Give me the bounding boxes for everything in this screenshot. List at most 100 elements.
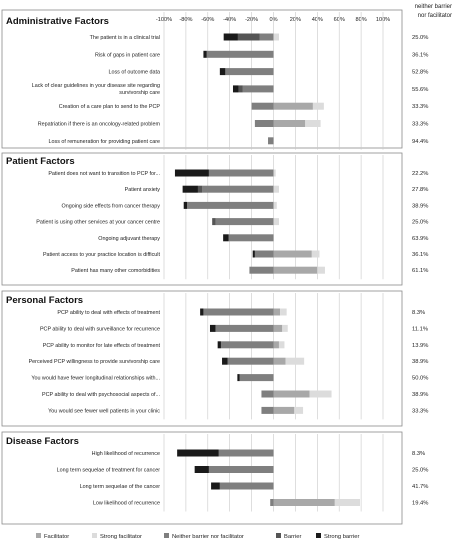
bar-segment-sfac — [294, 406, 304, 414]
bar-segment-sfac — [273, 185, 279, 193]
category-label: Lack of clear guidelines in your disease… — [32, 83, 160, 96]
bar-segment-sfac — [278, 341, 285, 349]
section-panel — [1, 152, 403, 286]
section-title: Disease Factors — [6, 436, 79, 447]
bar-segment-sbar — [237, 374, 240, 382]
bar-segment-sbar — [211, 482, 220, 490]
category-label: PCP ability to deal with surveillance fo… — [40, 326, 160, 332]
bar-segment-neu — [215, 218, 274, 226]
legend-swatch — [164, 533, 169, 538]
bar-segment-neu — [227, 357, 274, 365]
bar-segment-neu — [251, 102, 274, 110]
bar-segment-sfac — [273, 218, 279, 226]
category-label: Long term sequelae of the cancer — [80, 484, 161, 490]
category-label: Loss of outcome data — [108, 70, 160, 76]
bar-segment-neu — [259, 33, 274, 41]
right-column-header: nor facilitator — [418, 13, 452, 19]
bar-segment-neu — [219, 482, 274, 490]
bar-segment-fac — [273, 266, 318, 274]
neutral-percentage-label: 13.9% — [412, 343, 428, 349]
bar-segment-neu — [228, 234, 274, 242]
bar-segment-sfac — [317, 266, 325, 274]
bar-segment-bar — [197, 185, 203, 193]
neutral-percentage-label: 8.3% — [412, 451, 425, 457]
bar-segment-neu — [186, 201, 274, 209]
neutral-percentage-label: 63.9% — [412, 236, 428, 242]
bar-segment-sbar — [194, 466, 209, 473]
bar-segment-sbar — [177, 449, 219, 457]
bar-segment-neu — [225, 68, 274, 76]
bar-segment-neu — [242, 85, 274, 93]
category-label: Ongoing adjuvant therapy — [98, 236, 160, 242]
neutral-percentage-label: 38.9% — [412, 203, 428, 209]
category-label: Patient has many other comorbidities — [71, 268, 160, 274]
neutral-percentage-label: 25.0% — [412, 35, 428, 41]
section-panel — [1, 290, 403, 427]
bar-segment-sbar — [174, 169, 209, 177]
bar-segment-sbar — [203, 50, 207, 58]
neutral-percentage-label: 36.1% — [412, 52, 428, 58]
category-label: Patient access to your practice location… — [43, 252, 161, 258]
neutral-percentage-label: 19.4% — [412, 501, 428, 507]
bar-segment-sfac — [285, 357, 305, 365]
bar-segment-fac — [273, 102, 313, 110]
bar-segment-sfac — [334, 499, 361, 506]
bar-segment-sfac — [273, 169, 276, 177]
neutral-percentage-label: 36.1% — [412, 252, 428, 258]
bar-segment-neu — [239, 374, 274, 382]
category-label: Perceived PCP willingness to provide sur… — [29, 359, 160, 365]
legend-label: Neither barrier nor facilitator — [172, 534, 244, 540]
bar-segment-neu — [261, 390, 274, 398]
bar-segment-sfac — [273, 33, 279, 41]
bar-segment-neu — [218, 449, 274, 457]
bar-segment-neu — [203, 308, 274, 316]
bar-segment-bar — [237, 33, 260, 41]
bar-segment-sfac — [311, 250, 320, 258]
category-label: PCP ability to deal with effects of trea… — [57, 310, 160, 316]
bar-segment-sbar — [182, 185, 198, 193]
category-label: Creation of a care plan to send to the P… — [59, 104, 161, 110]
bar-segment-sbar — [223, 33, 238, 41]
bar-segment-neu — [202, 185, 274, 193]
bar-segment-sbar — [183, 201, 187, 209]
bar-segment-bar — [238, 85, 243, 93]
bar-segment-sbar — [217, 341, 221, 349]
neutral-percentage-label: 55.6% — [412, 87, 428, 93]
bar-segment-fac — [273, 308, 281, 316]
legend-label: Strong facilitator — [100, 534, 142, 540]
neutral-percentage-label: 41.7% — [412, 484, 428, 490]
bar-segment-neu — [254, 120, 274, 127]
category-label: Patient anxiety — [125, 187, 161, 193]
neutral-percentage-label: 33.3% — [412, 104, 428, 110]
neutral-percentage-label: 33.3% — [412, 122, 428, 128]
legend-swatch — [92, 533, 97, 538]
bar-segment-fac — [273, 250, 312, 258]
neutral-percentage-label: 52.8% — [412, 70, 428, 76]
bar-segment-neu — [206, 50, 274, 58]
bar-segment-neu — [215, 324, 274, 332]
neutral-percentage-label: 38.9% — [412, 359, 428, 365]
bar-segment-sfac — [280, 308, 287, 316]
bar-segment-neu — [220, 341, 274, 349]
neutral-percentage-label: 25.0% — [412, 220, 428, 226]
bar-segment-sbar — [232, 85, 239, 93]
category-label: Long term sequelae of treatment for canc… — [57, 468, 161, 474]
category-label: The patient is in a clinical trial — [90, 35, 160, 41]
section-panel — [1, 431, 403, 525]
section-title: Personal Factors — [6, 295, 83, 306]
neutral-percentage-label: 33.3% — [412, 408, 428, 414]
bar-segment-neu — [261, 406, 274, 414]
bar-segment-sbar — [219, 68, 226, 76]
bar-segment-bar — [212, 218, 216, 226]
bar-segment-fac — [273, 390, 310, 398]
bar-segment-sbar — [209, 324, 216, 332]
legend-swatch — [316, 533, 321, 538]
section-title: Patient Factors — [6, 156, 75, 167]
category-label: You would see fewer well patients in you… — [48, 408, 160, 414]
bar-segment-sbar — [223, 234, 229, 242]
legend-label: Barrier — [284, 534, 301, 540]
neutral-percentage-label: 25.0% — [412, 468, 428, 474]
neutral-percentage-label: 94.4% — [412, 139, 428, 145]
section-panel — [1, 9, 403, 149]
